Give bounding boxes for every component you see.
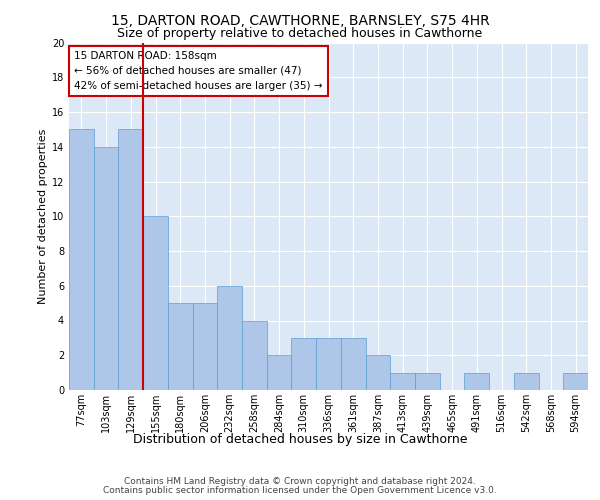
Text: Distribution of detached houses by size in Cawthorne: Distribution of detached houses by size … — [133, 433, 467, 446]
Bar — [143, 216, 168, 390]
Text: 15 DARTON ROAD: 158sqm
← 56% of detached houses are smaller (47)
42% of semi-det: 15 DARTON ROAD: 158sqm ← 56% of detached… — [74, 51, 323, 91]
Bar — [292, 338, 316, 390]
Bar — [94, 147, 118, 390]
Bar — [242, 320, 267, 390]
Bar — [341, 338, 365, 390]
Bar — [563, 372, 588, 390]
Bar — [415, 372, 440, 390]
Bar — [267, 355, 292, 390]
Bar — [118, 130, 143, 390]
Bar — [69, 130, 94, 390]
Text: Size of property relative to detached houses in Cawthorne: Size of property relative to detached ho… — [118, 28, 482, 40]
Text: Contains HM Land Registry data © Crown copyright and database right 2024.: Contains HM Land Registry data © Crown c… — [124, 478, 476, 486]
Bar — [316, 338, 341, 390]
Bar — [464, 372, 489, 390]
Bar — [193, 303, 217, 390]
Bar — [514, 372, 539, 390]
Bar — [365, 355, 390, 390]
Text: Contains public sector information licensed under the Open Government Licence v3: Contains public sector information licen… — [103, 486, 497, 495]
Bar — [217, 286, 242, 390]
Text: 15, DARTON ROAD, CAWTHORNE, BARNSLEY, S75 4HR: 15, DARTON ROAD, CAWTHORNE, BARNSLEY, S7… — [110, 14, 490, 28]
Bar — [390, 372, 415, 390]
Y-axis label: Number of detached properties: Number of detached properties — [38, 128, 47, 304]
Bar — [168, 303, 193, 390]
